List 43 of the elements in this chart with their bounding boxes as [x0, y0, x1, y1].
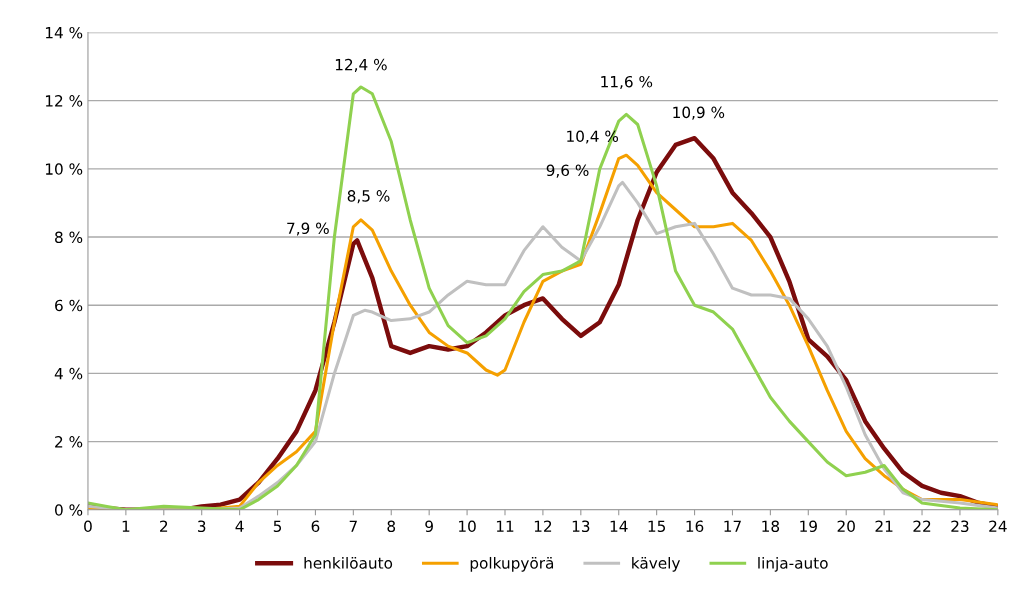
- y-tick-label: 12 %: [45, 95, 83, 107]
- annotation: 7,9 %: [287, 222, 329, 236]
- x-tick-label: 13: [572, 520, 590, 533]
- annotation: 10,9 %: [673, 106, 725, 120]
- legend-label: kävely: [632, 556, 681, 572]
- x-tick-label: 0: [84, 520, 92, 533]
- annotation: 12,4 %: [335, 58, 387, 72]
- x-tick-label: 9: [425, 520, 433, 533]
- x-tick-label: 16: [686, 520, 704, 533]
- y-tick-label: 6 %: [55, 299, 83, 312]
- legend-label: polkupyörä: [470, 556, 554, 572]
- y-tick-label: 10 %: [45, 163, 83, 175]
- x-tick-label: 6: [311, 520, 320, 533]
- x-tick-label: 22: [913, 520, 931, 532]
- x-tick-label: 19: [800, 520, 817, 533]
- x-tick-label: 24: [989, 520, 1007, 532]
- x-tick-label: 20: [837, 520, 855, 533]
- x-tick-label: 5: [273, 520, 282, 533]
- y-tick-label: 2 %: [55, 436, 83, 448]
- x-tick-label: 18: [762, 520, 780, 533]
- annotation: 8,5 %: [347, 190, 390, 204]
- x-tick-label: 8: [387, 520, 396, 533]
- x-tick-label: 3: [198, 520, 206, 533]
- annotation: 9,6 %: [546, 164, 589, 178]
- x-tick-label: 23: [951, 520, 969, 533]
- x-tick-label: 17: [724, 520, 741, 532]
- y-tick-label: 4 %: [54, 367, 83, 380]
- y-tick-label: 14 %: [45, 26, 83, 39]
- x-tick-label: 12: [534, 520, 552, 532]
- x-tick-label: 11: [496, 520, 514, 532]
- x-tick-label: 7: [349, 520, 357, 532]
- annotation: 11,6 %: [601, 75, 653, 89]
- x-tick-label: 15: [648, 520, 666, 533]
- x-tick-label: 14: [610, 520, 628, 532]
- y-tick-label: 8 %: [55, 231, 83, 244]
- x-tick-label: 10: [459, 520, 476, 533]
- x-tick-label: 2: [160, 520, 168, 532]
- legend-label: linja-auto: [758, 556, 828, 572]
- x-tick-label: 1: [122, 520, 130, 532]
- y-tick-label: 0 %: [55, 504, 83, 516]
- x-tick-label: 21: [875, 520, 893, 532]
- x-tick-label: 4: [235, 520, 244, 532]
- legend-label: henkilöauto: [304, 556, 393, 569]
